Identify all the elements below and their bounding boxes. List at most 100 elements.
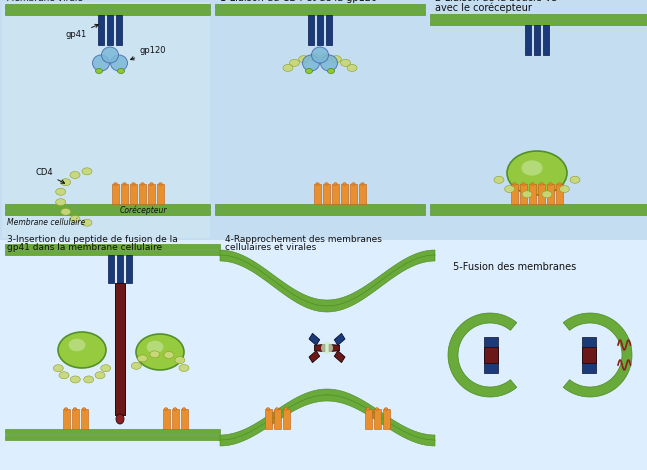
Bar xyxy=(139,184,146,204)
Ellipse shape xyxy=(331,55,342,63)
Ellipse shape xyxy=(521,160,542,176)
Polygon shape xyxy=(220,395,435,446)
Ellipse shape xyxy=(542,191,552,198)
Bar xyxy=(130,184,137,204)
Bar xyxy=(382,409,389,429)
Bar xyxy=(215,204,425,209)
Ellipse shape xyxy=(284,408,288,410)
Ellipse shape xyxy=(505,186,514,193)
Ellipse shape xyxy=(83,376,94,383)
Bar xyxy=(215,10,425,15)
Bar xyxy=(317,15,323,45)
Ellipse shape xyxy=(73,408,77,410)
Bar xyxy=(80,409,87,429)
Ellipse shape xyxy=(111,55,127,71)
Ellipse shape xyxy=(56,188,65,195)
Ellipse shape xyxy=(175,357,185,364)
Bar xyxy=(157,184,164,204)
Text: cellulaires et virales: cellulaires et virales xyxy=(225,243,316,252)
Ellipse shape xyxy=(131,362,141,369)
Ellipse shape xyxy=(507,151,567,195)
Ellipse shape xyxy=(560,186,569,193)
Polygon shape xyxy=(564,313,632,397)
Ellipse shape xyxy=(96,69,102,73)
Ellipse shape xyxy=(340,59,351,66)
Bar xyxy=(484,337,498,373)
Bar xyxy=(117,255,123,283)
Bar xyxy=(107,15,113,45)
Bar xyxy=(5,10,210,15)
Bar xyxy=(547,184,554,204)
Polygon shape xyxy=(220,389,435,441)
Ellipse shape xyxy=(305,69,313,73)
Bar xyxy=(582,337,596,373)
Ellipse shape xyxy=(123,183,126,185)
Ellipse shape xyxy=(164,352,174,359)
Polygon shape xyxy=(309,333,320,345)
Bar xyxy=(63,409,69,429)
Bar xyxy=(215,4,425,9)
Ellipse shape xyxy=(95,372,105,379)
Ellipse shape xyxy=(309,54,320,61)
Bar xyxy=(525,25,531,55)
Bar xyxy=(332,184,339,204)
Ellipse shape xyxy=(138,355,148,362)
Ellipse shape xyxy=(558,183,561,185)
Bar xyxy=(265,409,272,429)
Bar xyxy=(5,210,210,215)
Bar xyxy=(115,283,125,415)
Ellipse shape xyxy=(82,168,92,175)
Ellipse shape xyxy=(303,55,320,71)
Bar xyxy=(171,409,179,429)
Bar xyxy=(0,240,647,470)
Text: Membrane cellulaire: Membrane cellulaire xyxy=(7,218,85,227)
Ellipse shape xyxy=(173,408,177,410)
Bar xyxy=(112,184,119,204)
Bar xyxy=(108,255,114,283)
Bar xyxy=(341,184,348,204)
Ellipse shape xyxy=(116,414,124,424)
Bar xyxy=(373,409,380,429)
Ellipse shape xyxy=(283,64,293,71)
Ellipse shape xyxy=(118,69,124,73)
Ellipse shape xyxy=(311,47,329,63)
Ellipse shape xyxy=(290,59,300,66)
Ellipse shape xyxy=(182,408,186,410)
Ellipse shape xyxy=(352,183,355,185)
Bar xyxy=(72,409,78,429)
Polygon shape xyxy=(448,313,517,397)
Polygon shape xyxy=(220,250,435,306)
Text: 4-Rapprochement des membranes: 4-Rapprochement des membranes xyxy=(225,235,382,244)
Bar xyxy=(359,184,366,204)
Ellipse shape xyxy=(334,183,337,185)
Ellipse shape xyxy=(347,64,357,71)
Bar xyxy=(5,204,210,209)
Ellipse shape xyxy=(275,408,279,410)
Bar xyxy=(430,204,647,209)
Text: gp41 dans la membrane cellulaire: gp41 dans la membrane cellulaire xyxy=(7,243,162,252)
Bar xyxy=(5,250,220,255)
Bar xyxy=(274,409,281,429)
Ellipse shape xyxy=(136,334,184,370)
Ellipse shape xyxy=(321,342,333,354)
Bar xyxy=(5,244,220,249)
Text: CD4: CD4 xyxy=(35,168,65,183)
Polygon shape xyxy=(220,255,435,312)
Ellipse shape xyxy=(316,183,319,185)
Ellipse shape xyxy=(179,365,189,371)
Bar xyxy=(181,409,188,429)
Ellipse shape xyxy=(59,372,69,379)
Bar xyxy=(121,184,128,204)
Bar xyxy=(430,20,647,25)
Ellipse shape xyxy=(384,408,388,410)
Ellipse shape xyxy=(343,183,346,185)
Ellipse shape xyxy=(513,183,516,185)
Ellipse shape xyxy=(147,341,164,353)
Bar xyxy=(308,15,314,45)
Ellipse shape xyxy=(53,365,63,372)
Bar xyxy=(326,15,332,45)
Bar xyxy=(2,2,210,238)
Ellipse shape xyxy=(325,183,328,185)
Polygon shape xyxy=(334,351,345,362)
Ellipse shape xyxy=(321,54,331,61)
